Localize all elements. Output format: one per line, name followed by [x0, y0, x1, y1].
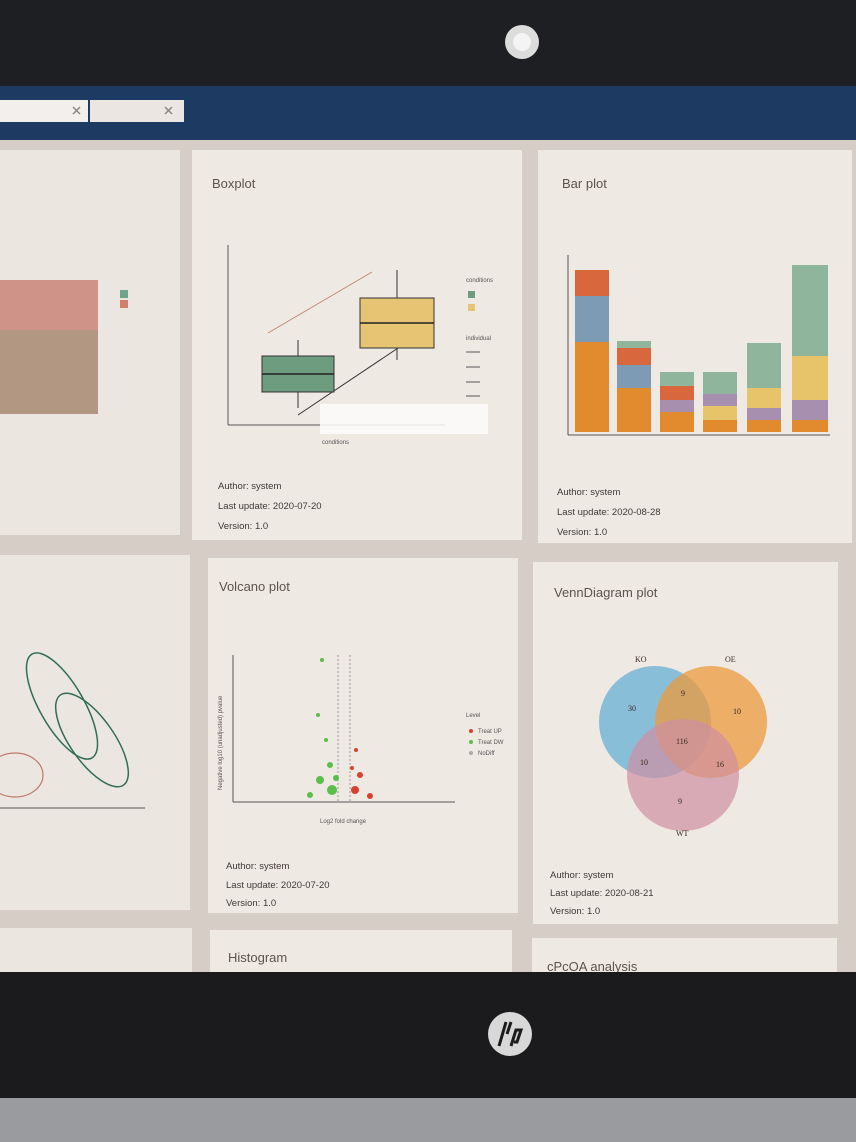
- legend-label: NoDiff: [478, 751, 495, 757]
- legend-key: [466, 351, 480, 397]
- threshold: [337, 655, 351, 802]
- legend-label: Treat DW: [478, 740, 504, 746]
- card-title: Volcano plot: [219, 579, 290, 594]
- author: Author: system: [557, 487, 620, 498]
- author: Author: system: [550, 870, 613, 881]
- version: Version: 1.0: [550, 906, 600, 917]
- glare: [320, 404, 488, 434]
- card[interactable]: [0, 928, 192, 972]
- card[interactable]: [210, 930, 512, 972]
- card[interactable]: [0, 555, 190, 910]
- axis-label: Negative log10 (unadjusted) pvalue: [218, 695, 224, 790]
- legend-key: [120, 290, 128, 298]
- ellipse: [0, 752, 44, 798]
- venn-count: 10: [733, 707, 741, 716]
- venn-set: [627, 719, 739, 831]
- axis-label: conditions: [322, 440, 349, 446]
- webcam-lens: [513, 33, 531, 51]
- axis-label: Log2 fold change: [320, 819, 367, 825]
- legend-key: [468, 291, 475, 298]
- version: Version: 1.0: [218, 521, 268, 532]
- set-label: WT: [676, 829, 689, 838]
- tab-close[interactable]: [72, 106, 81, 115]
- venn-count: 9: [681, 689, 685, 698]
- card-title: Bar plot: [562, 176, 607, 191]
- venn-count: 16: [716, 760, 724, 769]
- card-title: cPcOA analysis: [547, 959, 638, 974]
- ellipse: [54, 692, 130, 788]
- card[interactable]: [208, 558, 518, 913]
- heatmap: [0, 330, 98, 414]
- legend-title: individual: [466, 336, 491, 342]
- legend-key: [469, 740, 473, 744]
- line: [267, 271, 373, 334]
- points: [350, 748, 373, 799]
- card-title: Histogram: [228, 950, 287, 965]
- version: Version: 1.0: [557, 527, 607, 538]
- legend-label: Treat UP: [478, 729, 502, 735]
- tab-close[interactable]: [164, 106, 173, 115]
- venn-count: 116: [676, 737, 688, 746]
- card-title: Boxplot: [212, 176, 256, 191]
- venn-count: 9: [678, 797, 682, 806]
- last-update: Last update: 2020-08-28: [557, 507, 661, 518]
- last-update: Last update: 2020-07-20: [218, 501, 322, 512]
- legend-title: Level: [466, 713, 480, 719]
- logo: [488, 1012, 532, 1056]
- author: Author: system: [226, 861, 289, 872]
- venn-count: 10: [640, 758, 648, 767]
- tab[interactable]: [0, 100, 88, 122]
- set-label: KO: [635, 655, 647, 664]
- set-label: OE: [725, 655, 736, 664]
- ellipse: [25, 652, 99, 760]
- legend-key: [468, 304, 475, 311]
- last-update: Last update: 2020-07-20: [226, 880, 330, 891]
- last-update: Last update: 2020-08-21: [550, 888, 654, 899]
- version: Version: 1.0: [226, 898, 276, 909]
- legend-key: [469, 751, 473, 755]
- laptop-base: [0, 1098, 856, 1142]
- card[interactable]: [532, 938, 837, 972]
- logo-mark: [497, 1021, 524, 1047]
- bars: [575, 265, 828, 432]
- card-title: VennDiagram plot: [554, 585, 658, 600]
- legend-title: conditions: [466, 278, 493, 284]
- top-bezel: [0, 0, 856, 86]
- venn-count: 30: [628, 704, 636, 713]
- line: [297, 339, 411, 416]
- legend-key: [120, 300, 128, 308]
- author: Author: system: [218, 481, 281, 492]
- points: [307, 658, 339, 798]
- legend-key: [469, 729, 473, 733]
- tab[interactable]: [90, 100, 184, 122]
- card[interactable]: [192, 150, 522, 540]
